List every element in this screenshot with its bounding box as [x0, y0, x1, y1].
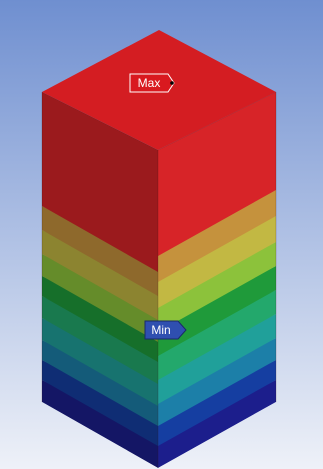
right-contour-band	[158, 290, 276, 380]
front-left-face	[42, 92, 158, 468]
max-label: Max	[137, 76, 161, 90]
right-contour-band	[158, 338, 276, 426]
left-contour-band	[42, 296, 158, 384]
right-contour-band	[158, 360, 276, 446]
right-contour-band	[158, 266, 276, 356]
right-contour-band	[158, 92, 276, 256]
min-label: Min	[151, 323, 171, 337]
right-contour-band	[158, 314, 276, 404]
right-contour-band	[158, 380, 276, 468]
left-contour-band	[42, 254, 158, 342]
left-contour-band	[42, 206, 158, 296]
left-contour-band	[42, 92, 158, 272]
right-contour-band	[158, 190, 276, 282]
left-contour-band	[42, 318, 158, 406]
right-contour-band	[158, 216, 276, 308]
left-contour-band	[42, 230, 158, 320]
min-probe-marker[interactable]	[144, 320, 187, 340]
left-contour-band	[42, 380, 158, 468]
front-right-face	[158, 92, 276, 468]
left-contour-band	[42, 340, 158, 426]
left-contour-band	[42, 360, 158, 446]
right-contour-band	[158, 242, 276, 332]
left-contour-band	[42, 276, 158, 362]
max-probe-marker[interactable]	[129, 73, 175, 93]
